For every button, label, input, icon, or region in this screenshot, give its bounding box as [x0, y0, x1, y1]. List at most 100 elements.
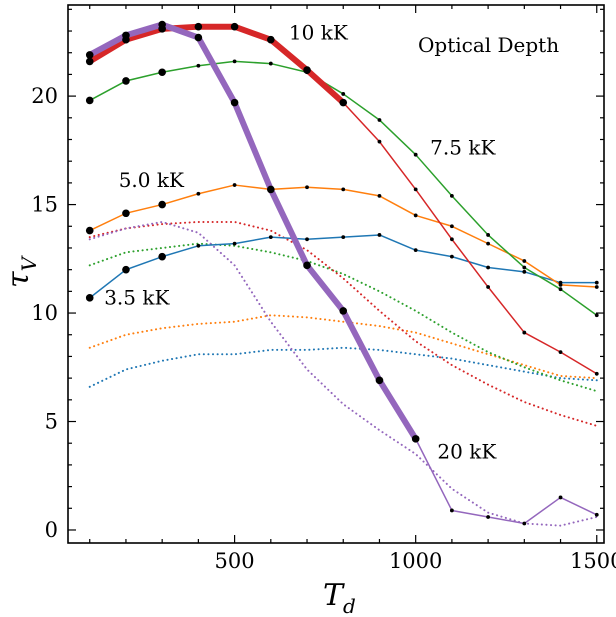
series-1-point	[305, 185, 309, 190]
series-1-point	[196, 191, 201, 196]
series-2-point	[232, 59, 237, 64]
series-2-point	[85, 96, 94, 105]
series-2-point	[122, 77, 130, 85]
series-6-point	[339, 307, 348, 315]
series-6-point	[194, 33, 203, 42]
series-6-point	[85, 51, 94, 59]
series-3-line	[342, 102, 598, 375]
series-5-line	[415, 438, 598, 525]
annotation-layer: 10 kK 7.5 kK 5.0 kK 3.5 kK 20 kK	[104, 21, 497, 464]
series-0-point	[268, 235, 273, 240]
series-5-point	[486, 515, 491, 519]
series-1-point	[377, 194, 382, 198]
series-1-point	[122, 209, 130, 218]
series-3-point	[486, 285, 491, 289]
series-3-point	[522, 330, 527, 335]
y-tick-label: 10	[31, 301, 58, 325]
series-1-point	[232, 183, 237, 187]
series-1-point	[158, 200, 166, 209]
series-2-point	[268, 61, 273, 66]
series-0-point	[413, 248, 418, 253]
series-10-line	[88, 220, 598, 427]
series-0-point	[486, 265, 491, 270]
y-tick-label: 0	[45, 518, 58, 542]
series-3-point	[449, 237, 454, 242]
series-6-point	[158, 20, 166, 29]
series-4-point	[303, 66, 311, 74]
series-2-point	[558, 287, 563, 292]
series-2-point	[377, 118, 382, 122]
series-5-point	[522, 521, 527, 526]
x-axis-label: Td	[323, 578, 356, 617]
series-1-point	[558, 282, 563, 287]
series-1-point	[486, 241, 491, 246]
series-4-line	[88, 23, 346, 105]
chart-title: Optical Depth	[418, 33, 559, 57]
series-0-point	[341, 235, 346, 240]
series-0-point	[122, 265, 130, 274]
series-5-point	[449, 508, 454, 513]
series-3-point	[413, 187, 418, 192]
series-5-point	[594, 512, 599, 517]
series-3-point	[558, 350, 563, 354]
plot-frame	[67, 4, 605, 544]
series-4-point	[339, 98, 348, 107]
y-tick-label: 20	[31, 84, 58, 108]
series-annotation: 7.5 kK	[430, 136, 496, 160]
series-11-line	[88, 220, 598, 527]
series-1-point	[449, 224, 454, 229]
marker-layer	[85, 20, 599, 526]
series-6-point	[122, 31, 130, 40]
series-7-line	[88, 346, 598, 388]
series-2-point	[196, 63, 201, 68]
series-annotation: 3.5 kK	[104, 285, 170, 309]
y-axis-label: τV	[1, 254, 41, 288]
series-3-point	[594, 371, 599, 376]
series-4-point	[85, 57, 94, 66]
series-0-point	[196, 243, 201, 248]
series-9-line	[88, 242, 598, 393]
series-annotation: 10 kK	[289, 21, 349, 45]
series-0-point	[232, 241, 237, 246]
series-3-point	[377, 139, 382, 144]
series-4-point	[194, 22, 203, 31]
series-6-line	[88, 21, 419, 441]
series-0-point	[158, 252, 166, 261]
series-0-point	[85, 294, 94, 302]
series-6-point	[411, 435, 420, 443]
series-2-point	[341, 92, 346, 96]
series-8-line	[88, 314, 598, 380]
series-2-point	[594, 313, 599, 318]
series-2-point	[449, 194, 454, 198]
series-2-point	[158, 68, 166, 77]
series-6-point	[303, 261, 311, 270]
series-1-point	[594, 285, 599, 289]
series-0-point	[305, 237, 309, 242]
y-tick-label: 15	[31, 193, 58, 217]
series-annotation: 20 kK	[437, 439, 497, 463]
y-tick-label: 5	[45, 410, 58, 434]
series-0-point	[377, 233, 382, 237]
x-tick-label: 500	[215, 549, 255, 573]
series-2-point	[413, 152, 418, 157]
series-1-point	[413, 213, 418, 218]
series-annotation: 5.0 kK	[119, 168, 185, 192]
series-6-point	[230, 98, 239, 107]
series-1-point	[341, 187, 346, 192]
series-6-point	[375, 376, 384, 385]
series-2-point	[522, 265, 527, 270]
x-tick-label: 1000	[389, 549, 442, 573]
series-6-point	[267, 185, 275, 194]
series-0-point	[594, 280, 599, 285]
series-5-point	[558, 495, 563, 500]
series-4-point	[267, 35, 275, 44]
series-1-point	[85, 226, 94, 235]
series-1-point	[522, 259, 527, 263]
series-2-point	[486, 233, 491, 237]
series-0-point	[449, 254, 454, 259]
series-4-point	[230, 22, 239, 31]
series-0-point	[522, 269, 527, 274]
